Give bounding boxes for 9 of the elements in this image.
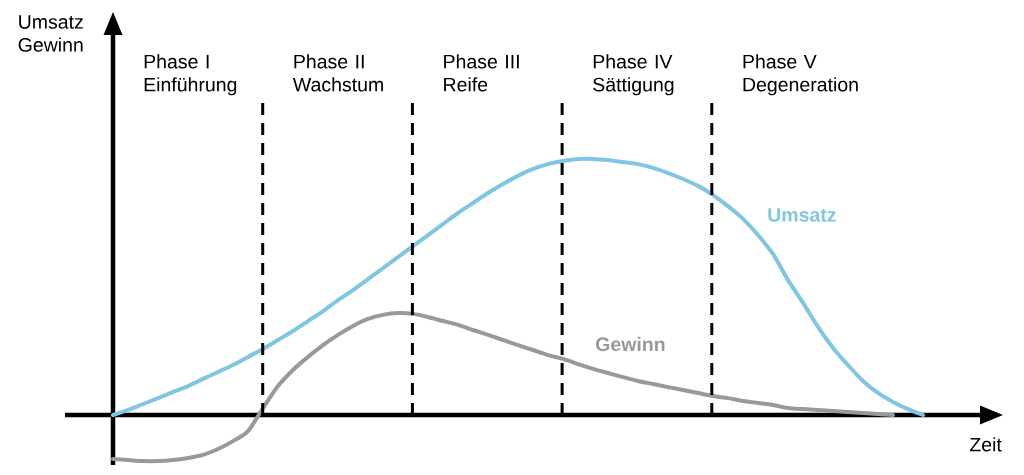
text: Phase IV Sättigung	[593, 54, 674, 96]
text: Umsatz Gewinn	[18, 15, 83, 52]
text: Phase III Reife	[444, 54, 519, 92]
text: Phase II Wachstum	[292, 54, 383, 92]
series-label: Umsatz	[768, 208, 836, 222]
text: Phase I Einführung	[144, 54, 237, 96]
text: Phase V Degeneration	[743, 54, 858, 96]
series-label: Gewinn	[596, 336, 665, 352]
x-axis-title: Zeit	[969, 437, 1002, 452]
